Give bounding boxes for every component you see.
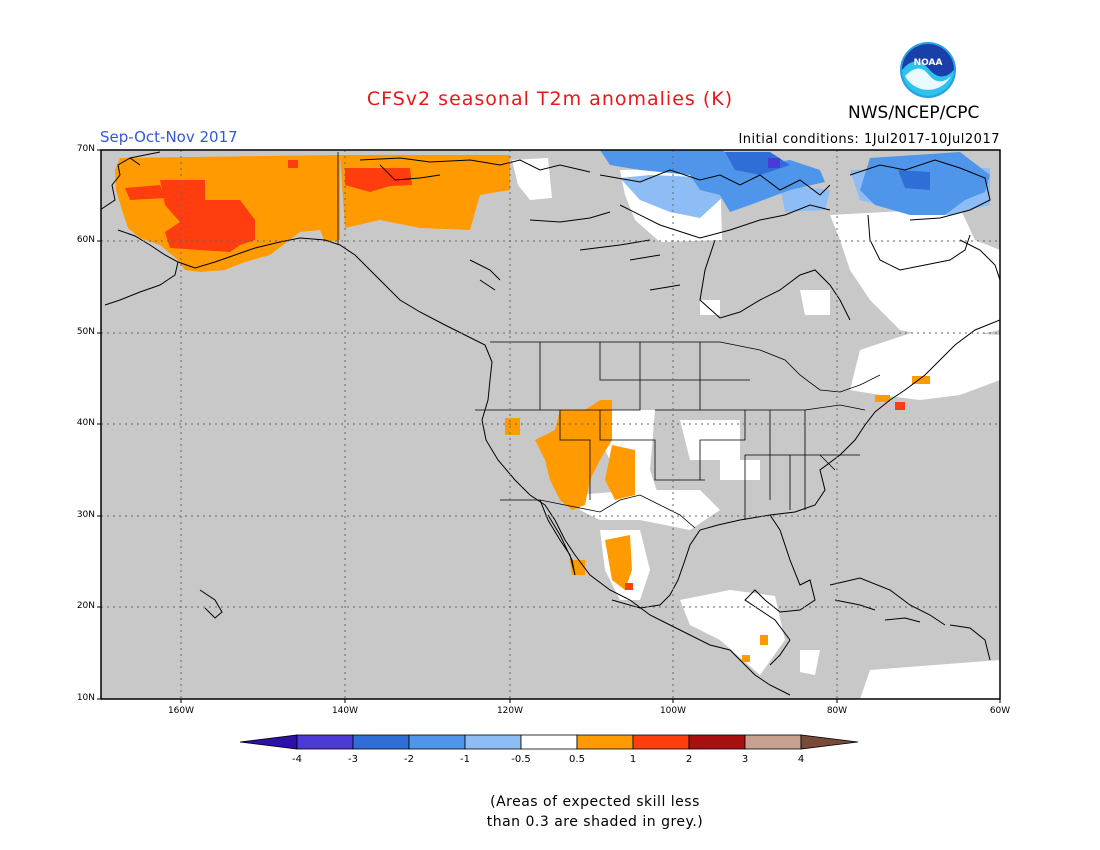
colorbar-label: 2 bbox=[685, 754, 693, 765]
ticks bbox=[97, 149, 1001, 703]
lon-label-160w: 160W bbox=[167, 706, 195, 716]
colorbar-label: -3 bbox=[348, 754, 358, 765]
lon-label-60w: 60W bbox=[989, 706, 1011, 716]
colorbar-swatch bbox=[576, 734, 634, 750]
logo-text: NOAA bbox=[914, 58, 943, 68]
lat-label-20n: 20N bbox=[76, 601, 95, 611]
lon-label-100w: 100W bbox=[659, 706, 687, 716]
lon-label-120w: 120W bbox=[496, 706, 524, 716]
lat-label-40n: 40N bbox=[76, 418, 95, 428]
colorbar-label: -4 bbox=[292, 754, 302, 765]
organization-label: NWS/NCEP/CPC bbox=[848, 103, 980, 123]
noaa-logo: NOAA bbox=[893, 40, 963, 104]
graticule bbox=[101, 150, 1000, 699]
colorbar-swatch bbox=[688, 734, 746, 750]
initial-conditions-label: Initial conditions: 1Jul2017-10Jul2017 bbox=[738, 132, 1000, 147]
cool-anomaly-regions-dark bbox=[725, 152, 930, 190]
colorbar-label: 1 bbox=[629, 754, 637, 765]
lat-label-60n: 60N bbox=[76, 235, 95, 245]
lat-label-50n: 50N bbox=[76, 327, 95, 337]
skill-note-line1: (Areas of expected skill less bbox=[490, 794, 700, 810]
lat-label-70n: 70N bbox=[76, 144, 95, 154]
colorbar-label: 3 bbox=[741, 754, 749, 765]
strong-warm-regions bbox=[125, 160, 905, 590]
coastlines bbox=[101, 151, 1000, 696]
colorbar-label: -2 bbox=[404, 754, 414, 765]
colorbar-arrow-low bbox=[239, 734, 298, 750]
colorbar-swatch bbox=[296, 734, 354, 750]
skill-note-line2: than 0.3 are shaded in grey.) bbox=[486, 814, 704, 830]
colorbar-label: -1 bbox=[460, 754, 470, 765]
lat-label-10n: 10N bbox=[76, 693, 95, 703]
borders bbox=[337, 152, 881, 529]
colorbar-label: 0.5 bbox=[569, 754, 585, 765]
season-label: Sep-Oct-Nov 2017 bbox=[100, 128, 238, 146]
lat-label-30n: 30N bbox=[76, 510, 95, 520]
colorbar-label: -0.5 bbox=[511, 754, 531, 765]
colorbar-swatch bbox=[632, 734, 690, 750]
colorbar-swatch bbox=[352, 734, 410, 750]
colorbar-swatch bbox=[744, 734, 802, 750]
chart-title: CFSv2 seasonal T2m anomalies (K) bbox=[366, 88, 734, 110]
lon-label-140w: 140W bbox=[331, 706, 359, 716]
lon-label-80w: 80W bbox=[826, 706, 848, 716]
colorbar bbox=[239, 734, 859, 750]
cold-anomaly-regions bbox=[768, 158, 780, 168]
colorbar-label: 4 bbox=[797, 754, 805, 765]
colorbar-swatch bbox=[408, 734, 466, 750]
skill-note: (Areas of expected skill less than 0.3 a… bbox=[0, 792, 1100, 832]
colorbar-arrow-high bbox=[800, 734, 859, 750]
colorbar-swatch bbox=[520, 734, 578, 750]
colorbar-swatch bbox=[464, 734, 522, 750]
